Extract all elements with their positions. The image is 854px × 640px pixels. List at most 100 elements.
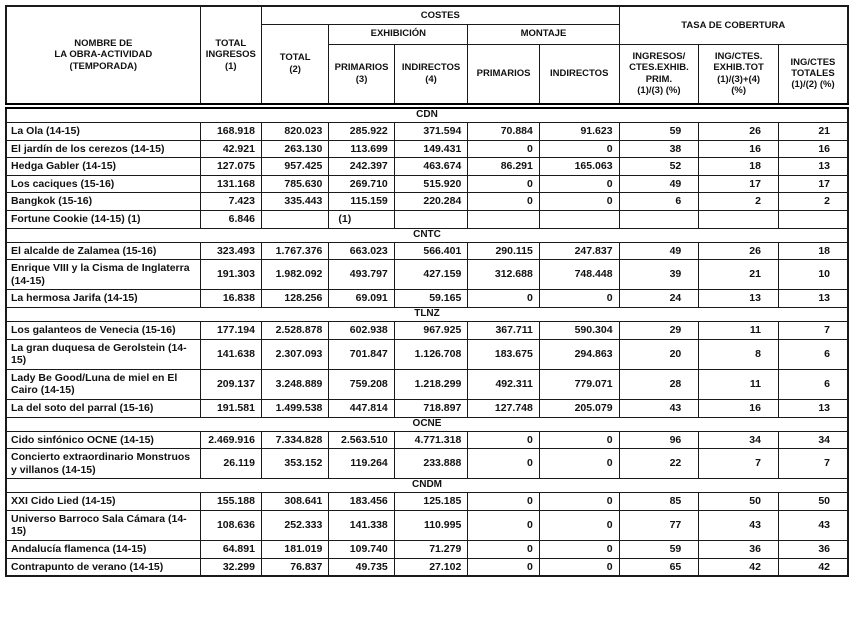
cell-value: 65 <box>618 557 700 577</box>
cell-value: 285.922 <box>328 122 395 141</box>
cell-value: 49.735 <box>328 557 395 577</box>
cell-value: 205.079 <box>538 398 620 418</box>
cell-value: 1.767.376 <box>260 241 330 261</box>
cell-value: 0 <box>538 430 620 450</box>
cell-value: 16 <box>698 139 779 159</box>
col-header-primarios-3: PRIMARIOS (3) <box>328 43 395 107</box>
cell-value: 27.102 <box>393 557 469 577</box>
cell-value: 149.431 <box>393 139 469 159</box>
cell-value: 115.159 <box>328 192 395 211</box>
cell-value: 24 <box>618 289 700 308</box>
cell-value: 77 <box>618 509 700 542</box>
section-header-row: OCNE <box>5 416 849 432</box>
col-header-indirectos-4: INDIRECTOS (4) <box>393 43 469 107</box>
obra-nombre: Concierto extraordinario Monstruos y vil… <box>5 448 201 480</box>
cell-value: 566.401 <box>393 241 469 261</box>
cell-value: 8 <box>698 338 779 370</box>
costes-cobertura-table: NOMBRE DE LA OBRA-ACTIVIDAD (TEMPORADA) … <box>5 5 849 578</box>
cell-value: 748.448 <box>538 259 620 291</box>
cell-value: 269.710 <box>328 174 395 194</box>
cell-value: 11 <box>698 368 779 400</box>
cell-value: 17 <box>777 174 849 194</box>
cell-value: 21 <box>777 122 849 141</box>
cell-value: 718.897 <box>393 398 469 418</box>
cell-value: 1.218.299 <box>393 368 469 400</box>
header-row-1: NOMBRE DE LA OBRA-ACTIVIDAD (TEMPORADA) … <box>5 5 849 107</box>
cell-value: 10 <box>777 259 849 291</box>
cell-value <box>393 209 469 229</box>
cell-value: 181.019 <box>260 540 330 559</box>
cell-value: 36 <box>777 540 849 559</box>
cell-value: 91.623 <box>538 122 620 141</box>
cell-value: 13 <box>777 289 849 308</box>
group-header-exhibicion: EXHIBICIÓN <box>328 23 469 45</box>
cell-value: 20 <box>618 338 700 370</box>
cell-value <box>260 209 330 229</box>
cell-value: 371.594 <box>393 122 469 141</box>
cell-value: 36 <box>698 540 779 559</box>
obra-nombre: XXI Cido Lied (14-15) <box>5 492 201 511</box>
cell-value: 701.847 <box>328 338 395 370</box>
cell-value: 131.168 <box>199 174 262 194</box>
col-header-total2: TOTAL (2) <box>260 23 330 107</box>
cell-value: 26.119 <box>199 448 262 480</box>
cell-value: 247.837 <box>538 241 620 261</box>
cell-value: 38 <box>618 139 700 159</box>
cell-value: 13 <box>777 157 849 176</box>
section-title: CNDM <box>5 478 849 494</box>
cell-value: 2 <box>698 192 779 211</box>
cell-value: 13 <box>777 398 849 418</box>
cell-value: 52 <box>618 157 700 176</box>
cell-value: 32.299 <box>199 557 262 577</box>
cell-value: 957.425 <box>260 157 330 176</box>
cell-value: 0 <box>467 289 540 308</box>
cell-value: 6 <box>777 368 849 400</box>
table-row: Hedga Gabler (14-15) 127.075 957.425 242.39… <box>5 157 849 176</box>
obra-nombre: Enrique VIII y la Cisma de Inglaterra (1… <box>5 259 201 291</box>
cell-value: 515.920 <box>393 174 469 194</box>
cell-value: 7.423 <box>199 192 262 211</box>
cell-value: 2.307.093 <box>260 338 330 370</box>
cell-value <box>467 209 540 229</box>
cell-value: 7 <box>777 448 849 480</box>
obra-nombre: La hermosa Jarifa (14-15) <box>5 289 201 308</box>
obra-nombre: Contrapunto de verano (14-15) <box>5 557 201 577</box>
section-header-row: TLNZ <box>5 306 849 322</box>
cell-value: 28 <box>618 368 700 400</box>
cell-value: 0 <box>538 192 620 211</box>
cell-value: 308.641 <box>260 492 330 511</box>
cell-value: (1) <box>328 209 395 229</box>
obra-nombre: La Ola (14-15) <box>5 122 201 141</box>
group-header-montaje: MONTAJE <box>467 23 620 45</box>
cell-value: 113.699 <box>328 139 395 159</box>
cell-value <box>618 209 700 229</box>
group-header-costes: COSTES <box>260 5 620 25</box>
col-header-tasa-3: ING/CTES TOTALES (1)/(2) (%) <box>777 43 849 107</box>
cell-value: 0 <box>467 430 540 450</box>
cell-value: 168.918 <box>199 122 262 141</box>
cell-value: 70.884 <box>467 122 540 141</box>
cell-value: 463.674 <box>393 157 469 176</box>
cell-value <box>698 209 779 229</box>
cell-value: 1.126.708 <box>393 338 469 370</box>
cell-value <box>538 209 620 229</box>
cell-value: 7 <box>777 320 849 340</box>
cell-value: 43 <box>618 398 700 418</box>
cell-value: 0 <box>467 509 540 542</box>
cell-value: 128.256 <box>260 289 330 308</box>
table-row: Los galanteos de Venecia (15-16) 177.194 2… <box>5 320 849 340</box>
section-header-row: CNDM <box>5 478 849 494</box>
section-header-row: CDN <box>5 103 849 123</box>
cell-value: 6 <box>777 338 849 370</box>
obra-nombre: El alcalde de Zalamea (15-16) <box>5 241 201 261</box>
cell-value: 427.159 <box>393 259 469 291</box>
obra-nombre: Los caciques (15-16) <box>5 174 201 194</box>
cell-value: 7.334.828 <box>260 430 330 450</box>
cell-value: 0 <box>467 139 540 159</box>
cell-value: 0 <box>538 289 620 308</box>
cell-value: 0 <box>538 557 620 577</box>
cell-value: 43 <box>698 509 779 542</box>
cell-value: 34 <box>777 430 849 450</box>
obra-nombre: La del soto del parral (15-16) <box>5 398 201 418</box>
cell-value: 16.838 <box>199 289 262 308</box>
